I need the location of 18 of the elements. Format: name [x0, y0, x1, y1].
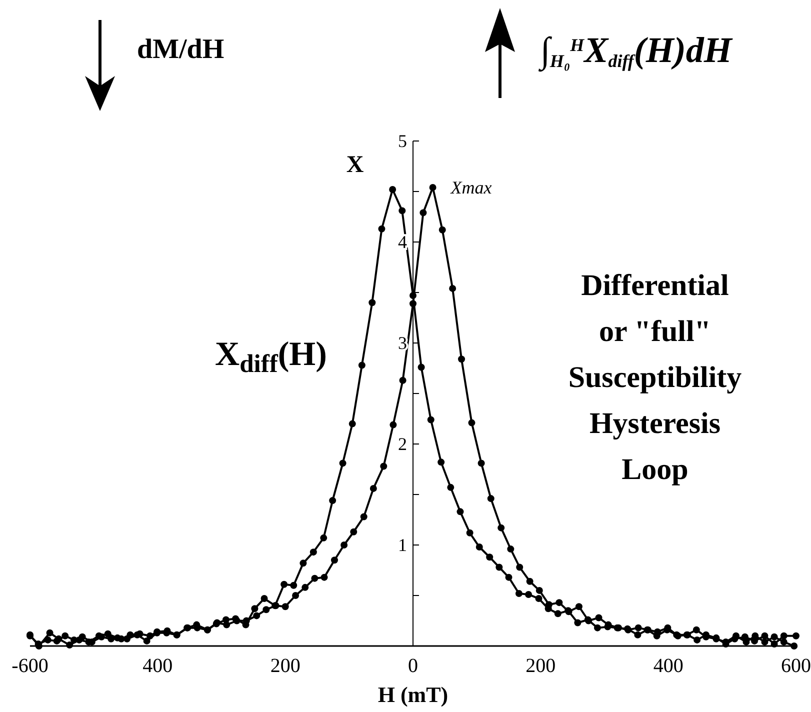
annotation: Differential or "full" Susceptibility Hysteresis Loop [568, 269, 742, 486]
y-tick-label: 3 [398, 333, 407, 353]
x-tick-label: 200 [526, 655, 556, 677]
x-tick-label: 400 [142, 655, 173, 677]
x-axis-title: H (mT) [378, 682, 448, 707]
x-tick-label: 600 [781, 655, 811, 677]
text: dM/dH [137, 34, 224, 65]
y-tick-label: 5 [398, 131, 407, 151]
text: ∫$_{H₀}$$^{H}$X$_{diff}$(H)dH [538, 30, 733, 72]
y-tick-label: 1 [398, 535, 407, 555]
y-axis-title: X [346, 152, 364, 178]
y-tick-label: 2 [398, 434, 407, 454]
annotation: Xmax [450, 177, 492, 198]
x-tick-label: 0 [408, 655, 418, 677]
x-tick-label: 400 [653, 655, 684, 677]
annotation: X$_{diff}$(H) [215, 336, 327, 378]
x-tick-label: 200 [270, 655, 300, 677]
x-tick-label: -600 [12, 655, 48, 677]
